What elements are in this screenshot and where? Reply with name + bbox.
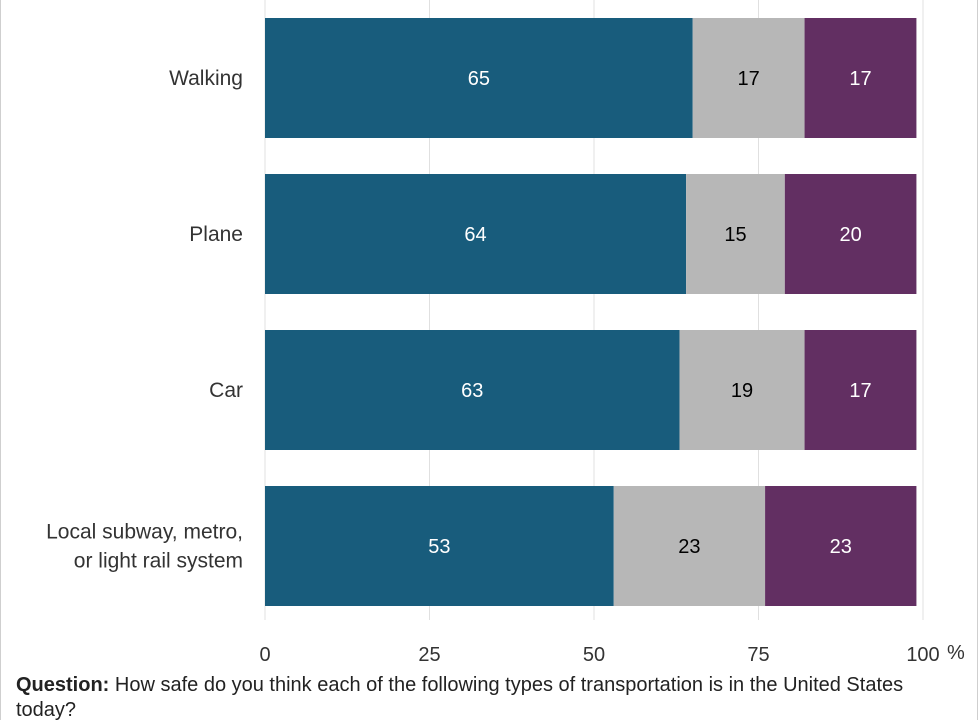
bar-value-label: 17 bbox=[849, 380, 871, 402]
category-label: or light rail system bbox=[74, 550, 243, 573]
bar-value-label: 17 bbox=[738, 68, 760, 90]
x-tick-label: 50 bbox=[583, 644, 605, 666]
bar-value-label: 64 bbox=[464, 224, 486, 246]
bar-segment bbox=[265, 486, 614, 606]
bar-segment bbox=[613, 486, 766, 606]
x-unit-label: % bbox=[947, 642, 965, 664]
category-label: Plane bbox=[189, 223, 243, 246]
bar-value-label: 23 bbox=[678, 536, 700, 558]
bar-segment bbox=[692, 18, 805, 138]
category-labels: Walking Plane Car Local subway, metro, or li… bbox=[46, 67, 243, 573]
bar-segment bbox=[679, 330, 805, 450]
stacked-bar-chart: 65 17 17 64 15 20 63 19 17 53 23 23 Walking Plane Car… bbox=[46, 0, 965, 666]
bar-segment bbox=[765, 486, 917, 606]
question-label: Question: bbox=[16, 674, 110, 696]
bar-segment bbox=[265, 18, 693, 138]
bar-value-label: 15 bbox=[724, 224, 746, 246]
bar-value-label: 19 bbox=[731, 380, 753, 402]
x-tick-label: 0 bbox=[259, 644, 270, 666]
bar-segment bbox=[686, 174, 785, 294]
x-axis-ticks: 0 25 50 75 100% bbox=[259, 642, 965, 666]
bars-group: 65 17 17 64 15 20 63 19 17 53 23 23 bbox=[265, 18, 917, 606]
category-label: Local subway, metro, bbox=[46, 521, 243, 544]
x-tick-label: 25 bbox=[418, 644, 440, 666]
bar-segment bbox=[265, 330, 680, 450]
category-label: Walking bbox=[169, 67, 243, 90]
bar-value-label: 20 bbox=[839, 224, 861, 246]
bar-value-label: 63 bbox=[461, 380, 483, 402]
x-tick-label: 75 bbox=[747, 644, 769, 666]
question-caption: Question: How safe do you think each of … bbox=[16, 673, 966, 723]
category-label: Car bbox=[209, 379, 243, 402]
bar-value-label: 53 bbox=[428, 536, 450, 558]
bar-segment bbox=[804, 18, 917, 138]
bar-value-label: 17 bbox=[849, 68, 871, 90]
bar-value-label: 23 bbox=[830, 536, 852, 558]
x-tick-label: 100 bbox=[906, 644, 939, 666]
bar-segment bbox=[804, 330, 917, 450]
bar-segment bbox=[784, 174, 917, 294]
question-text: How safe do you think each of the follow… bbox=[16, 674, 904, 721]
bar-value-label: 65 bbox=[468, 68, 490, 90]
bar-segment bbox=[265, 174, 687, 294]
